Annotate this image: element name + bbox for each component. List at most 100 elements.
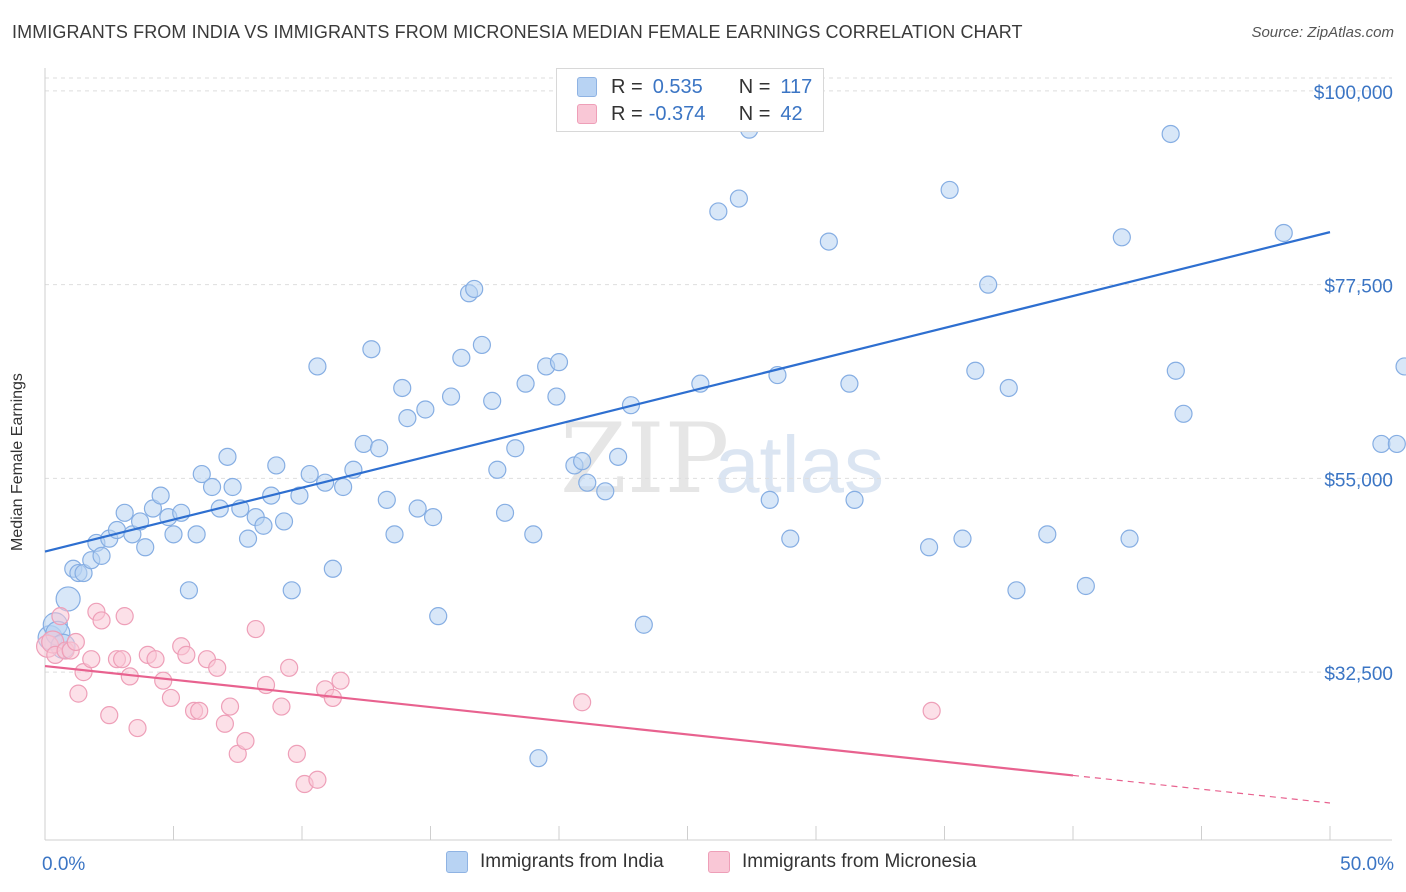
- india-point: [370, 439, 389, 458]
- india-point: [55, 586, 81, 612]
- legend-r-label-india: R =: [611, 75, 643, 98]
- india-point: [573, 452, 592, 471]
- india-point: [130, 512, 150, 531]
- micronesia-point: [177, 645, 196, 664]
- legend-n-label-micronesia: N =: [738, 102, 771, 125]
- india-point: [781, 529, 800, 548]
- micronesia-point: [69, 684, 88, 703]
- india-point: [840, 374, 859, 393]
- india-point: [385, 525, 404, 544]
- micronesia-point: [161, 688, 181, 708]
- series-legend-micronesia[interactable]: Immigrants from Micronesia: [708, 851, 976, 873]
- india-point: [609, 447, 628, 466]
- series-legend-india[interactable]: Immigrants from India: [446, 851, 664, 873]
- india-point: [1274, 223, 1293, 243]
- india-point: [1112, 228, 1131, 247]
- india-point: [92, 546, 111, 565]
- x-tick-label-left: 0.0%: [42, 854, 85, 875]
- india-point: [578, 473, 597, 492]
- micronesia-point: [128, 718, 147, 738]
- india-point: [218, 447, 237, 466]
- india-point: [238, 529, 258, 548]
- micronesia-point: [573, 693, 592, 712]
- micronesia-point: [272, 697, 291, 716]
- india-point: [416, 400, 435, 419]
- x-tick-label-right: 50.0%: [1340, 854, 1394, 875]
- stats-legend: R = 0.535 N = 117 R = -0.374 N = 42: [556, 68, 824, 132]
- india-point: [919, 538, 939, 557]
- series-swatch-india: [446, 851, 468, 873]
- legend-n-label-india: N =: [738, 75, 771, 98]
- legend-r-value-india: 0.535: [652, 75, 703, 98]
- india-point: [192, 464, 211, 484]
- india-point: [1161, 124, 1180, 144]
- y-tick-label: $77,500: [1324, 277, 1393, 298]
- india-point: [596, 482, 615, 501]
- micronesia-point: [112, 650, 132, 669]
- points-layer: [35, 120, 1406, 794]
- india-point: [164, 525, 183, 544]
- micronesia-point: [154, 671, 173, 690]
- micronesia-point: [220, 697, 240, 716]
- axes-layer: [44, 68, 1392, 841]
- micronesia-point: [308, 770, 327, 789]
- india-point: [488, 460, 507, 479]
- india-point: [202, 477, 222, 497]
- india-point: [1120, 529, 1139, 548]
- india-point: [187, 525, 206, 544]
- india-point: [845, 490, 864, 509]
- micronesia-point: [92, 611, 111, 630]
- legend-n-value-micronesia: 42: [780, 102, 803, 125]
- india-point: [300, 464, 319, 484]
- micronesia-point: [287, 744, 306, 763]
- legend-n-value-india: 117: [780, 75, 813, 98]
- micronesia-point: [51, 607, 70, 626]
- trend-layer: [44, 231, 1331, 804]
- india-point: [953, 529, 972, 548]
- india-point: [999, 378, 1018, 398]
- grid-layer: [45, 77, 1392, 673]
- micronesia-point: [246, 619, 265, 639]
- india-point: [393, 378, 412, 398]
- micronesia-point: [280, 658, 299, 677]
- micronesia-point: [100, 706, 119, 725]
- micronesia-trend-line: [44, 664, 1074, 777]
- india-point: [282, 581, 301, 600]
- india-point: [549, 353, 569, 372]
- india-point: [452, 348, 471, 367]
- micronesia-point: [922, 701, 941, 720]
- legend-r-value-micronesia: -0.374: [648, 102, 706, 125]
- india-point: [940, 180, 959, 200]
- legend-row-micronesia: R = -0.374 N = 42: [577, 102, 803, 126]
- india-trend-line: [44, 231, 1331, 553]
- india-point: [634, 615, 653, 634]
- india-point: [472, 335, 491, 355]
- india-point: [506, 439, 525, 458]
- micronesia-trend-extension: [1072, 774, 1331, 804]
- india-point: [308, 357, 327, 376]
- micronesia-point: [331, 671, 350, 690]
- source-note: Source: ZipAtlas.com: [1251, 24, 1394, 41]
- micronesia-point: [236, 731, 255, 751]
- india-point: [429, 607, 448, 626]
- y-tick-label: $100,000: [1314, 83, 1393, 104]
- india-point: [354, 434, 373, 454]
- india-point: [1387, 434, 1406, 454]
- india-point: [254, 516, 273, 535]
- india-point: [1372, 434, 1391, 454]
- micronesia-point: [146, 650, 165, 669]
- india-point: [1007, 581, 1026, 600]
- india-point: [136, 538, 155, 557]
- india-point: [1174, 404, 1193, 423]
- micronesia-point: [82, 650, 101, 669]
- micronesia-point: [208, 658, 227, 677]
- india-point: [223, 477, 242, 497]
- legend-swatch-micronesia: [577, 104, 597, 124]
- india-point: [819, 232, 838, 251]
- india-point: [1076, 576, 1095, 596]
- india-point: [495, 503, 515, 522]
- india-point: [274, 512, 294, 531]
- india-point: [516, 374, 535, 393]
- india-point: [966, 361, 985, 380]
